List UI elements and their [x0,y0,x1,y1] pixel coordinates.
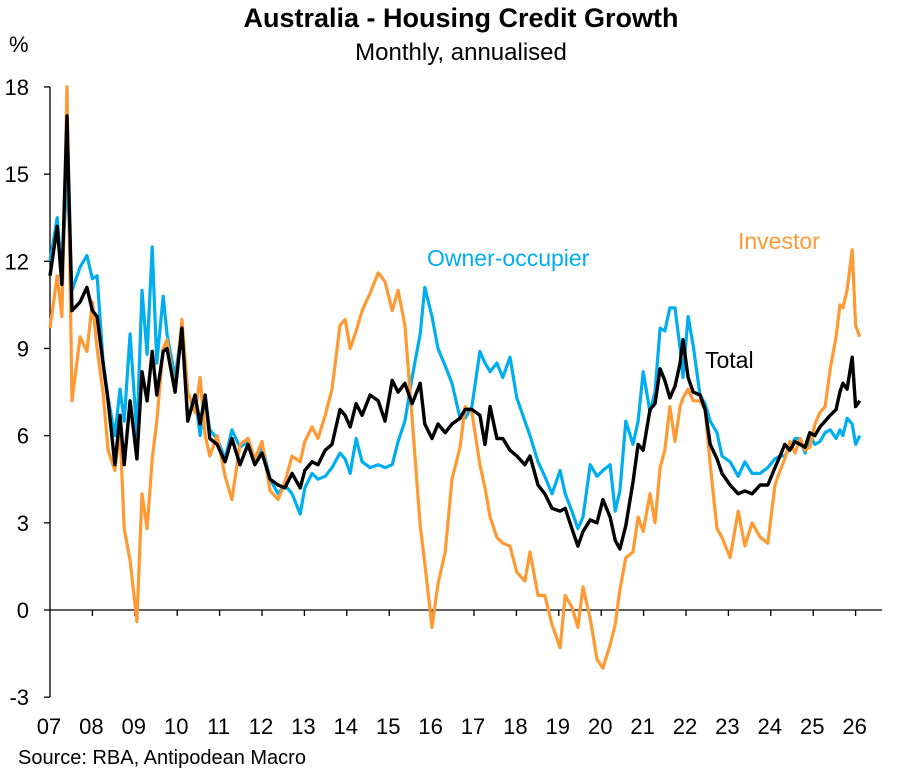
y-tick-label: 18 [5,75,29,100]
series-line-total [48,114,862,551]
x-tick-label: 16 [418,714,442,739]
x-tick-label: 26 [842,714,866,739]
series-lines [48,85,862,670]
series-label-total: Total [705,347,754,373]
x-tick-label: 10 [164,714,188,739]
x-tick-label: 14 [334,714,358,739]
y-tick-label: -3 [9,685,29,710]
x-tick-label: 18 [503,714,527,739]
y-tick-label: 15 [5,162,29,187]
x-tick-label: 17 [461,714,485,739]
y-tick-label: 12 [5,249,29,274]
x-tick-label: 08 [79,714,103,739]
x-tick-label: 19 [546,714,570,739]
x-tick-label: 11 [207,714,230,739]
chart-title: Australia - Housing Credit Growth [243,3,678,33]
y-tick-label: 9 [17,336,29,361]
y-axis-unit: % [9,32,29,57]
x-tick-label: 21 [630,714,654,739]
x-tick-label: 24 [758,714,782,739]
axes: 18 15 12 9 6 3 0 -3 07 08 09 10 11 12 13 14 15 16 17 18 19 20… [5,75,882,739]
x-tick-label: 23 [715,714,739,739]
x-tick-label: 07 [37,714,61,739]
series-label-owner-occupier: Owner-occupier [427,245,590,271]
x-tick-label: 25 [800,714,824,739]
chart-subtitle: Monthly, annualised [355,39,567,66]
y-tick-label: 3 [17,511,29,536]
x-tick-label: 15 [376,714,400,739]
series-label-investor: Investor [738,228,820,254]
y-tick-label: 0 [17,598,29,623]
x-tick-label: 20 [588,714,612,739]
x-tick-label: 12 [249,714,273,739]
source-note: Source: RBA, Antipodean Macro [18,747,306,769]
x-tick-label: 13 [291,714,315,739]
x-tick-label: 22 [673,714,697,739]
x-tick-label: 09 [122,714,146,739]
y-tick-label: 6 [17,424,29,449]
